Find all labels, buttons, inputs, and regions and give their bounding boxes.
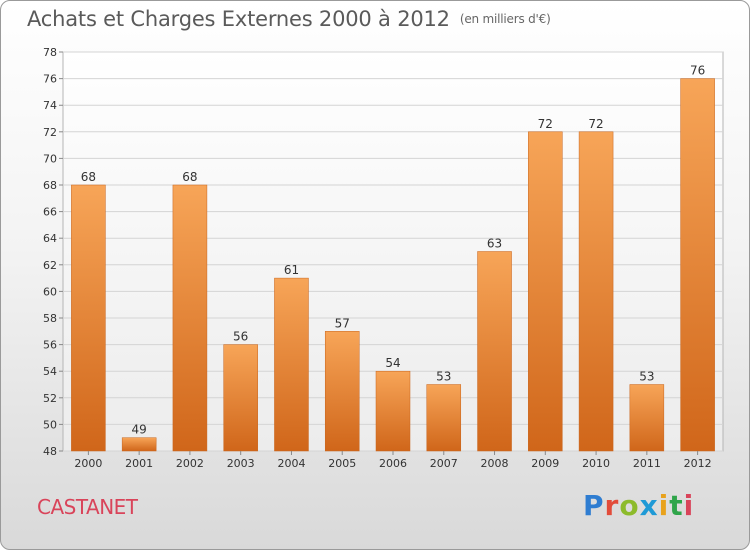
bar: [172, 184, 208, 452]
data-label: 63: [487, 237, 502, 251]
bar: [223, 344, 258, 452]
chart-title: Achats et Charges Externes 2000 à 2012 (e…: [27, 7, 551, 31]
y-tick-label: 78: [43, 46, 57, 59]
x-tick-label: 2002: [176, 457, 204, 470]
x-tick-label: 2011: [633, 457, 661, 470]
bar: [375, 370, 411, 452]
y-tick-label: 56: [43, 339, 57, 352]
data-label: 53: [436, 370, 451, 384]
y-tick-label: 74: [43, 99, 57, 112]
y-tick-label: 64: [43, 232, 57, 245]
x-tick-label: 2009: [531, 457, 559, 470]
data-label: 61: [284, 263, 299, 277]
bar: [528, 131, 563, 452]
y-tick-label: 70: [43, 152, 57, 165]
y-tick-label: 50: [43, 418, 57, 431]
proxiti-logo: Proxiti: [583, 489, 695, 522]
bar: [477, 251, 512, 452]
commune-name: CASTANET: [37, 495, 138, 519]
bar: [71, 184, 106, 452]
x-tick-label: 2008: [481, 457, 509, 470]
data-label: 76: [690, 64, 705, 78]
x-tick-label: 2005: [328, 457, 356, 470]
x-tick-label: 2001: [125, 457, 153, 470]
y-tick-label: 68: [43, 179, 57, 192]
y-tick-label: 76: [43, 73, 57, 86]
data-label: 53: [639, 370, 654, 384]
data-label: 68: [182, 170, 197, 184]
y-tick-label: 60: [43, 285, 57, 298]
data-label: 57: [335, 316, 350, 330]
bar: [121, 437, 157, 452]
data-label: 54: [385, 356, 400, 370]
y-tick-label: 48: [43, 445, 57, 458]
data-label: 72: [538, 117, 553, 131]
y-tick-label: 62: [43, 259, 57, 272]
bar: [680, 78, 715, 452]
x-tick-label: 2012: [684, 457, 712, 470]
x-tick-label: 2010: [582, 457, 610, 470]
x-tick-label: 2007: [430, 457, 458, 470]
y-tick-label: 52: [43, 392, 57, 405]
bar: [578, 131, 614, 452]
title-text: Achats et Charges Externes 2000 à 2012: [27, 7, 450, 31]
data-label: 49: [132, 423, 147, 437]
y-tick-label: 54: [43, 365, 57, 378]
y-tick-label: 58: [43, 312, 57, 325]
data-label: 68: [81, 170, 96, 184]
bar: [324, 331, 360, 452]
bar: [426, 384, 462, 452]
x-tick-label: 2000: [74, 457, 102, 470]
bar: [629, 384, 665, 452]
x-tick-label: 2004: [277, 457, 305, 470]
data-label: 56: [233, 330, 248, 344]
y-tick-label: 66: [43, 206, 57, 219]
bar: [274, 277, 309, 452]
y-tick-label: 72: [43, 126, 57, 139]
x-tick-label: 2003: [227, 457, 255, 470]
data-label: 72: [588, 117, 603, 131]
x-tick-label: 2006: [379, 457, 407, 470]
unit-label: (en milliers d'€): [459, 12, 551, 26]
